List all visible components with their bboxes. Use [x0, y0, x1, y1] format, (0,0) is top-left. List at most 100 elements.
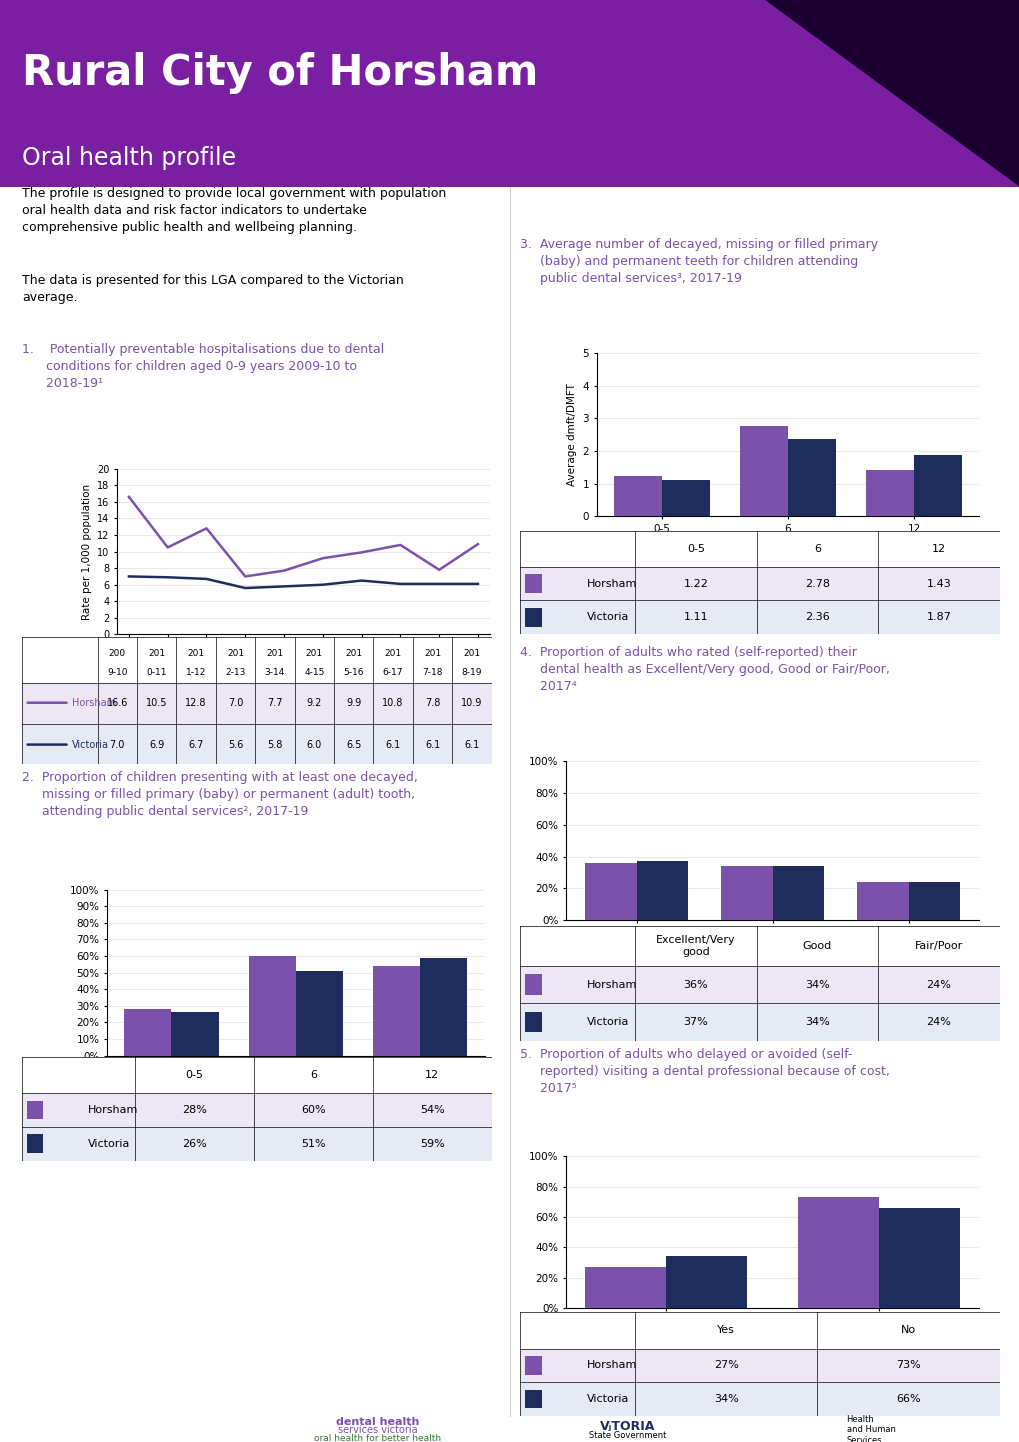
Text: 6.5: 6.5	[345, 740, 361, 750]
Bar	[124, 1009, 171, 1056]
Bar	[756, 1004, 877, 1041]
Bar	[520, 1381, 635, 1416]
Text: Fair/Poor: Fair/Poor	[914, 942, 962, 950]
Text: 6.7: 6.7	[189, 740, 204, 750]
Bar	[635, 1381, 816, 1416]
Bar	[420, 957, 467, 1056]
Bar	[333, 724, 373, 764]
Bar	[413, 724, 451, 764]
Bar	[98, 637, 137, 684]
Text: 7.8: 7.8	[425, 698, 440, 708]
Bar	[877, 966, 999, 1004]
Text: 1.11: 1.11	[683, 613, 707, 623]
Text: 6.1: 6.1	[385, 740, 400, 750]
Text: 59%: 59%	[420, 1139, 444, 1149]
Text: 4.  Proportion of adults who rated (self-reported) their
     dental health as E: 4. Proportion of adults who rated (self-…	[520, 646, 890, 694]
Text: Victoria: Victoria	[71, 740, 109, 750]
Bar	[878, 1208, 960, 1308]
Text: 34%: 34%	[804, 979, 829, 989]
Text: 5-16: 5-16	[343, 669, 364, 678]
Text: Rural City of Horsham: Rural City of Horsham	[22, 52, 538, 95]
Text: 1.43: 1.43	[925, 578, 951, 588]
Bar	[373, 637, 413, 684]
Bar	[520, 600, 635, 634]
Text: 54%: 54%	[420, 1105, 444, 1115]
Text: Horsham: Horsham	[587, 578, 637, 588]
Bar	[520, 567, 635, 600]
Bar	[584, 1268, 665, 1308]
Bar	[137, 724, 176, 764]
Text: 2.  Proportion of children presenting with at least one decayed,
     missing or: 2. Proportion of children presenting wit…	[22, 771, 418, 819]
Bar	[877, 1004, 999, 1041]
Text: Yes: Yes	[716, 1325, 735, 1335]
Bar	[856, 883, 908, 920]
Y-axis label: Average dmft/DMFT: Average dmft/DMFT	[567, 384, 577, 486]
Bar	[520, 1348, 635, 1381]
Text: 3.  Average number of decayed, missing or filled primary
     (baby) and permane: 3. Average number of decayed, missing or…	[520, 238, 877, 286]
Bar	[372, 1126, 491, 1161]
Bar	[255, 724, 294, 764]
Text: 34%: 34%	[713, 1394, 738, 1405]
Text: 36%: 36%	[683, 979, 707, 989]
Bar	[216, 684, 255, 724]
Text: 0-5: 0-5	[185, 1070, 203, 1080]
Bar	[176, 637, 216, 684]
Text: Victoria: Victoria	[88, 1139, 130, 1149]
Bar	[373, 724, 413, 764]
Text: 201: 201	[424, 649, 440, 659]
Bar	[520, 531, 635, 567]
Text: 34%: 34%	[804, 1017, 829, 1027]
Text: Oral health profile: Oral health profile	[22, 146, 236, 170]
Bar	[877, 567, 999, 600]
Bar	[756, 966, 877, 1004]
Text: 9-10: 9-10	[107, 669, 127, 678]
Bar	[635, 926, 756, 966]
Text: Health
and Human
Services: Health and Human Services	[846, 1415, 895, 1442]
Text: 2-13: 2-13	[225, 669, 246, 678]
Text: 6.0: 6.0	[307, 740, 322, 750]
Text: 6.1: 6.1	[425, 740, 440, 750]
Text: 7-18: 7-18	[422, 669, 442, 678]
Bar	[635, 600, 756, 634]
Text: 24%: 24%	[925, 979, 951, 989]
Text: 201: 201	[226, 649, 244, 659]
Text: 7.0: 7.0	[109, 740, 124, 750]
Bar	[372, 1057, 491, 1093]
Bar	[22, 637, 98, 684]
Text: 12.8: 12.8	[185, 698, 207, 708]
Text: Horsham: Horsham	[587, 1360, 637, 1370]
Bar	[877, 600, 999, 634]
Text: Victoria: Victoria	[587, 1017, 629, 1027]
Text: 26%: 26%	[182, 1139, 207, 1149]
Bar	[373, 684, 413, 724]
Text: 12: 12	[425, 1070, 439, 1080]
Text: 201: 201	[306, 649, 323, 659]
Bar	[584, 862, 636, 920]
Bar	[294, 684, 333, 724]
Bar	[877, 531, 999, 567]
Bar	[451, 724, 491, 764]
Bar	[451, 684, 491, 724]
Bar	[22, 1126, 135, 1161]
Bar	[520, 1312, 635, 1348]
Y-axis label: Rate per 1,000 population: Rate per 1,000 population	[82, 483, 92, 620]
Text: 3-14: 3-14	[264, 669, 284, 678]
Bar	[333, 684, 373, 724]
Bar	[908, 883, 960, 920]
Bar	[877, 926, 999, 966]
Text: 12: 12	[931, 544, 945, 554]
Bar	[372, 1093, 491, 1126]
Text: 28%: 28%	[181, 1105, 207, 1115]
Bar	[525, 1012, 541, 1032]
Bar	[255, 637, 294, 684]
Bar	[520, 926, 635, 966]
Bar	[98, 724, 137, 764]
Bar	[520, 1004, 635, 1041]
Bar	[525, 609, 541, 627]
Bar	[772, 867, 823, 920]
Text: No: No	[900, 1325, 915, 1335]
Text: Horsham: Horsham	[587, 979, 637, 989]
Text: 10.5: 10.5	[146, 698, 167, 708]
Bar	[816, 1381, 999, 1416]
Bar	[296, 970, 342, 1056]
